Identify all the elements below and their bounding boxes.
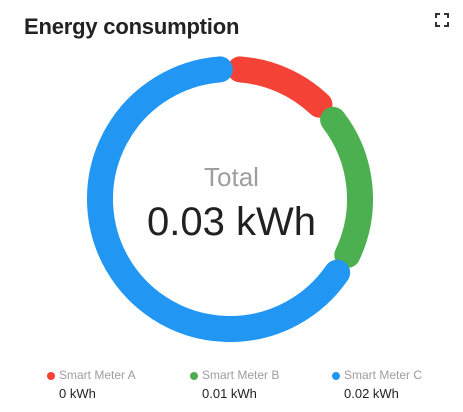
legend-name: Smart Meter A bbox=[59, 368, 136, 382]
legend-name: Smart Meter C bbox=[344, 368, 423, 382]
legend-name: Smart Meter B bbox=[202, 368, 280, 382]
donut-slice-smart-meter-b[interactable] bbox=[320, 106, 373, 268]
donut-slice-smart-meter-c[interactable] bbox=[87, 56, 351, 342]
legend-dot-icon bbox=[332, 372, 340, 380]
chart-legend: Smart Meter A 0 kWh Smart Meter B 0.01 k… bbox=[0, 368, 463, 408]
donut-slice-smart-meter-a[interactable] bbox=[227, 56, 333, 118]
legend-dot-icon bbox=[190, 372, 198, 380]
legend-value: 0 kWh bbox=[59, 386, 96, 401]
legend-dot-icon bbox=[47, 372, 55, 380]
legend-value: 0.02 kWh bbox=[344, 386, 399, 401]
total-value: 0.03 kWh bbox=[147, 200, 316, 244]
fullscreen-icon[interactable] bbox=[434, 12, 450, 28]
total-label: Total bbox=[204, 162, 259, 192]
widget-title: Energy consumption bbox=[24, 14, 240, 39]
donut-chart bbox=[87, 56, 373, 342]
legend-value: 0.01 kWh bbox=[202, 386, 257, 401]
